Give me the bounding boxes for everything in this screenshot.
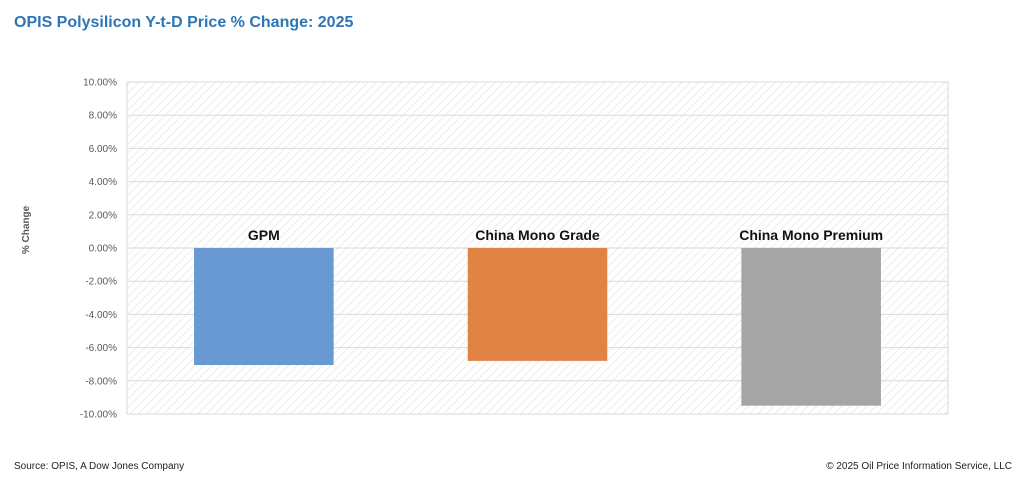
data-label: China Mono Grade <box>475 227 600 243</box>
copyright-note: © 2025 Oil Price Information Service, LL… <box>826 461 1012 472</box>
y-tick-label: 0.00% <box>89 244 117 255</box>
data-label: China Mono Premium <box>739 227 883 243</box>
y-tick-label: -8.00% <box>85 376 117 387</box>
y-tick-label: -6.00% <box>85 343 117 354</box>
bars <box>194 248 881 406</box>
y-tick-label: 8.00% <box>89 111 117 122</box>
bar-china-mono-grade <box>467 248 608 361</box>
y-tick-label: 2.00% <box>89 210 117 221</box>
y-tick-label: 4.00% <box>89 177 117 188</box>
data-label: GPM <box>248 227 280 243</box>
y-axis-label: % Change <box>21 205 32 254</box>
source-note: Source: OPIS, A Dow Jones Company <box>14 461 185 472</box>
chart-title: OPIS Polysilicon Y-t-D Price % Change: 2… <box>14 14 354 31</box>
y-tick-label: -2.00% <box>85 277 117 288</box>
y-tick-label: 6.00% <box>89 144 117 155</box>
y-axis-ticks: 10.00% 8.00% 6.00% 4.00% 2.00% 0.00% -2.00% -4.… <box>80 78 117 421</box>
y-tick-label: -10.00% <box>80 410 117 421</box>
y-tick-label: 10.00% <box>83 78 117 89</box>
data-labels: GPM China Mono Grade China Mono Premium <box>248 227 883 243</box>
y-tick-label: -4.00% <box>85 310 117 321</box>
bar-gpm <box>194 248 334 366</box>
bar-china-mono-premium <box>741 248 881 406</box>
